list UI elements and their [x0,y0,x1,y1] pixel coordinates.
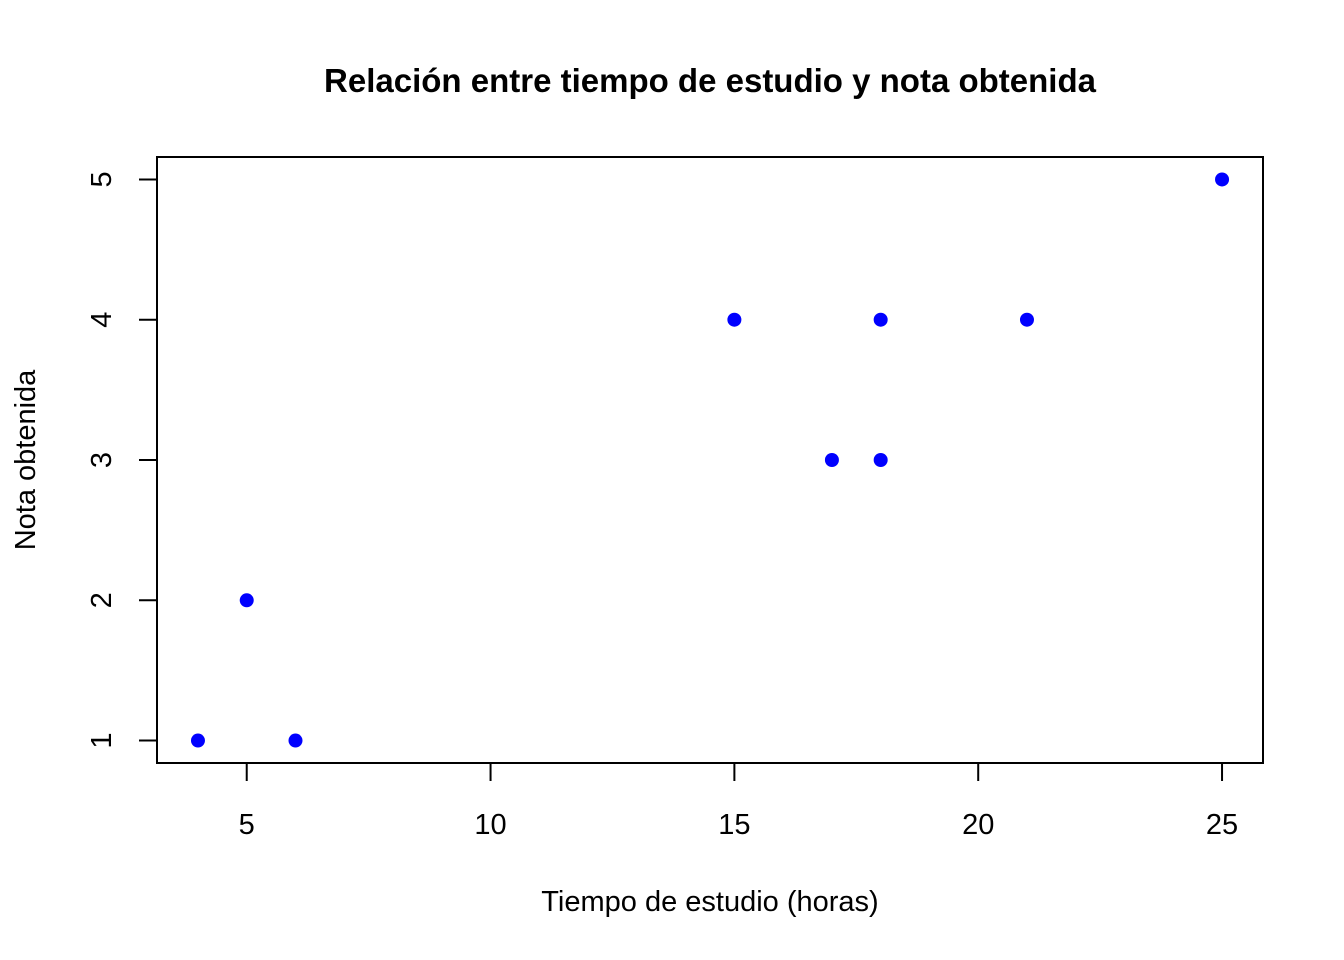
x-tick-label: 25 [1206,809,1238,841]
x-tick-label: 20 [962,809,994,841]
data-point [1215,172,1230,187]
y-tick-label: 2 [86,592,118,608]
data-point [190,733,205,748]
data-point [239,593,254,608]
data-point [288,733,303,748]
y-tick-label: 1 [86,732,118,748]
x-axis: 5 10 15 20 25 [239,762,1238,841]
x-tick-label: 10 [474,809,506,841]
chart-title: Relación entre tiempo de estudio y nota … [324,62,1097,99]
y-tick-label: 4 [86,312,118,328]
x-tick-label: 15 [718,809,750,841]
data-points [190,172,1230,748]
x-tick-label: 5 [239,809,255,841]
y-axis: 1 2 3 4 5 [86,171,158,749]
data-point [873,312,888,327]
data-point [824,453,839,467]
y-tick-label: 5 [86,171,118,187]
data-point [873,453,888,467]
y-tick-label: 3 [86,452,118,468]
y-axis-title: Nota obtenida [10,369,42,550]
plot-area-border [156,156,1264,764]
x-axis-title: Tiempo de estudio (horas) [541,886,878,918]
data-point [1019,312,1034,327]
data-point [727,312,742,327]
